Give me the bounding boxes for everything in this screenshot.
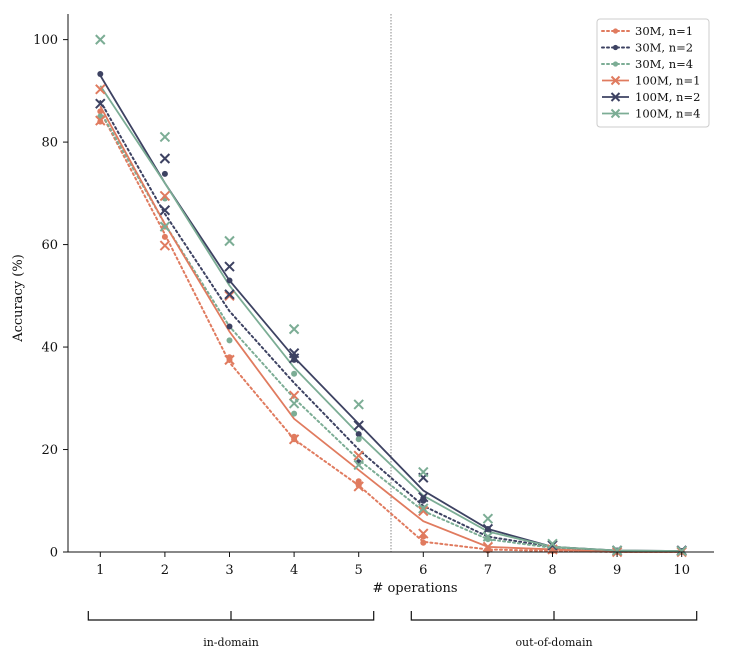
legend-entry-label: 100M, n=4 [635,107,700,121]
y-tick-label: 40 [41,341,58,356]
x-ticks-group: 1 2 3 4 5 6 7 8 9 10 [96,552,690,578]
series-line [99,105,682,553]
x-tick-label: 2 [161,563,169,578]
data-point-marker [482,523,494,535]
data-point-marker [95,84,106,95]
data-point-marker [224,235,235,247]
x-tick-label: 10 [673,563,690,578]
data-point-marker [353,420,364,431]
data-point-marker [353,450,364,461]
data-point-marker [95,34,106,45]
domain-bracket [410,611,698,621]
data-point-marker [226,277,233,284]
data-point-marker [418,466,429,478]
x-tick-label: 4 [290,563,298,578]
data-point-marker [161,170,168,177]
data-point-marker [612,44,619,51]
legend-entry-label: 100M, n=2 [635,90,700,104]
data-point-marker [418,505,429,517]
domain-label: in-domain [203,636,259,649]
x-axis-title: # operations [372,581,457,596]
x-tick-label: 7 [484,563,492,578]
y-tick-label: 80 [41,136,58,151]
data-point-marker [159,131,171,143]
data-point-marker [159,153,171,164]
data-point-marker [611,545,623,556]
data-point-marker [159,221,171,232]
data-point-marker [224,289,235,300]
axes-group [67,14,714,553]
domain-label: out-of-domain [515,636,592,649]
legend-entry-label: 100M, n=1 [635,74,700,88]
legend: 30M, n=1 30M, n=2 30M, n=4 100M, n=1 100M, n… [596,18,710,128]
data-point-marker [288,398,300,409]
data-point-marker [482,513,494,524]
legend-entry-label: 30M, n=4 [635,57,693,71]
data-point-marker [159,205,171,216]
data-point-marker [226,337,233,344]
data-point-marker [547,538,558,550]
data-point-marker [224,290,235,302]
data-point-marker [95,115,106,126]
x-tick-label: 6 [419,563,427,578]
y-tick-label: 20 [41,443,58,458]
data-point-marker [288,434,300,445]
data-point-marker [288,347,300,359]
y-ticks-group: 0 20 40 60 80 100 [33,33,68,561]
y-axis-title: Accuracy (%) [11,254,26,343]
y-tick-label: 100 [33,33,58,48]
data-point-marker [355,478,362,485]
data-point-marker [418,528,429,539]
data-point-marker [676,545,687,557]
data-point-marker [291,370,298,377]
data-point-marker [610,75,621,86]
data-point-marker [97,70,104,77]
data-point-marker [95,98,106,109]
data-point-marker [353,481,364,492]
series-markers-group [95,34,687,558]
data-point-marker [353,459,364,471]
data-point-marker [224,354,235,366]
data-point-marker [482,541,494,553]
data-point-marker [612,28,619,34]
x-tick-label: 9 [613,563,621,578]
data-point-marker [418,491,429,503]
data-point-marker [418,503,429,514]
data-point-marker [355,436,362,443]
legend-entry-label: 30M, n=1 [635,24,693,38]
legend-box [596,18,710,128]
x-tick-label: 8 [548,563,556,578]
x-tick-label: 1 [96,563,104,578]
data-point-marker [97,108,104,115]
data-point-marker [161,233,168,240]
data-point-marker [610,92,621,102]
data-point-marker [612,61,619,67]
y-tick-label: 0 [50,546,58,561]
data-point-marker [291,410,298,417]
x-tick-label: 5 [355,563,363,578]
data-point-marker [288,323,300,335]
domain-brackets-group: in-domain out-of-domain [87,611,698,649]
legend-entry-label: 30M, n=2 [635,41,693,55]
data-point-marker [353,399,364,410]
data-point-marker [226,323,233,330]
data-point-marker [224,261,235,272]
data-point-marker [159,190,171,202]
data-point-marker [159,240,171,251]
data-point-marker [288,390,300,401]
data-point-marker [610,108,621,119]
data-point-marker [482,531,494,542]
data-point-marker [355,431,362,438]
x-tick-label: 3 [225,563,233,578]
domain-bracket [87,611,375,621]
data-point-marker [547,540,558,551]
y-tick-label: 60 [41,238,58,253]
data-point-marker [420,539,427,546]
series-lines-group [99,75,683,553]
series-line [99,85,682,552]
